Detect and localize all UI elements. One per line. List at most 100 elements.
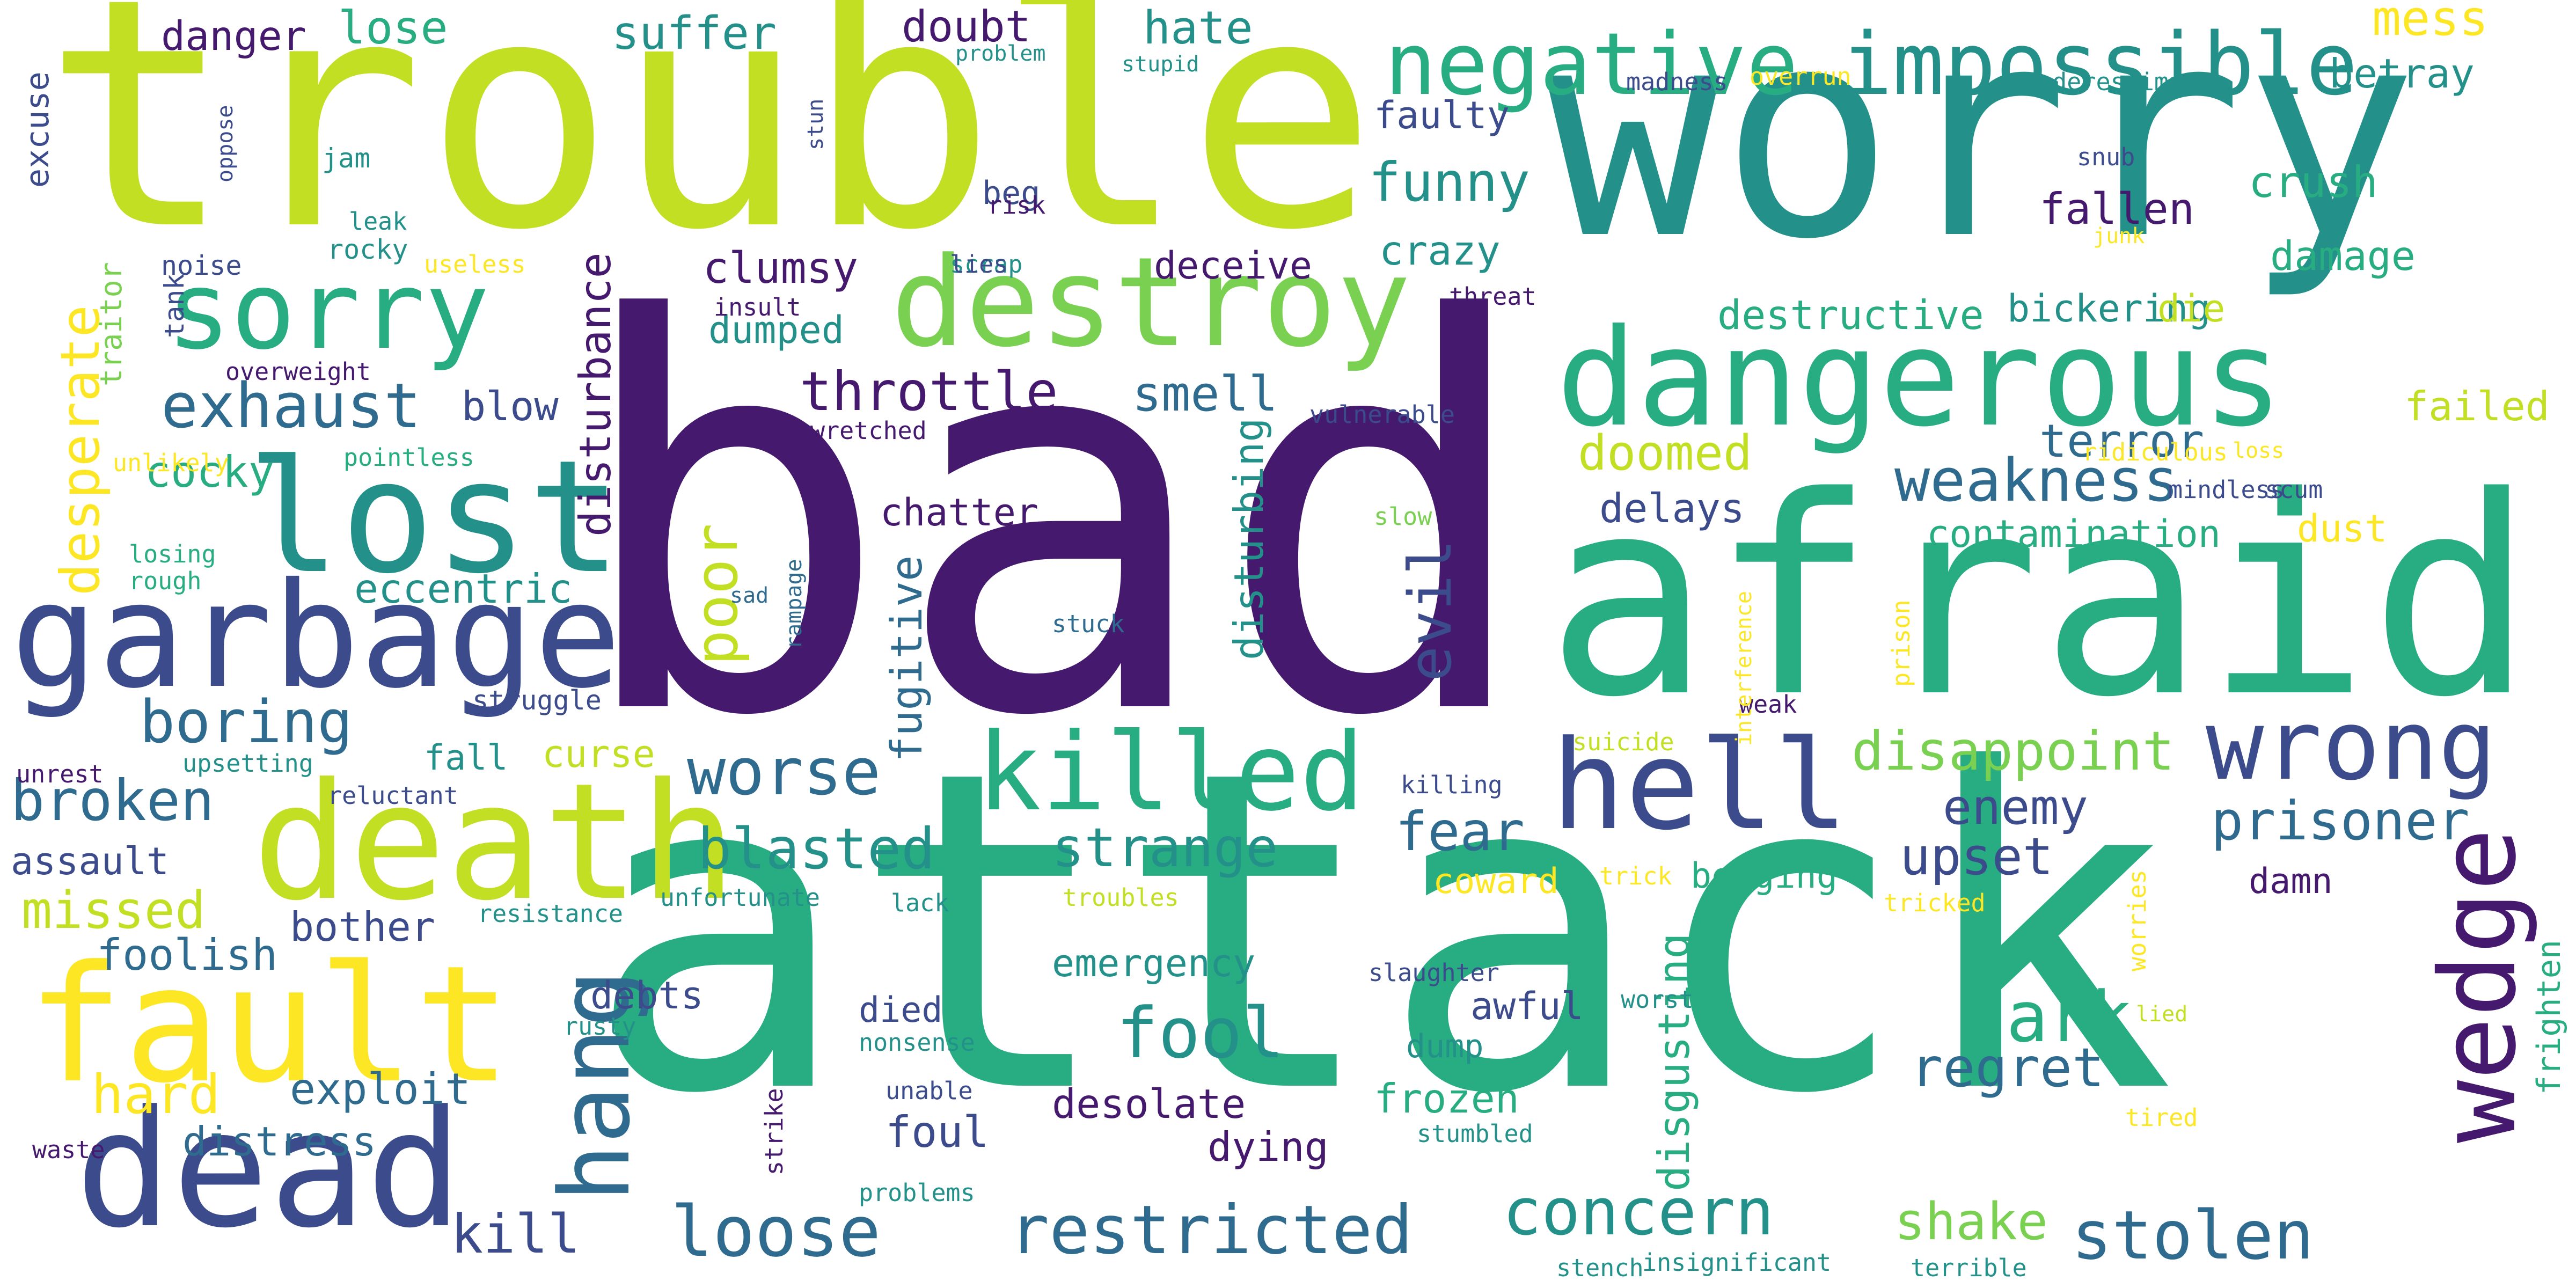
word-stupid: stupid bbox=[1122, 52, 1199, 77]
word-dark: dark bbox=[1964, 976, 2133, 1058]
word-strange: strange bbox=[1052, 816, 1278, 879]
word-problem: problem bbox=[955, 41, 1046, 66]
word-dust: dust bbox=[2297, 507, 2388, 551]
word-worries: worries bbox=[2123, 869, 2151, 971]
word-noise: noise bbox=[161, 250, 242, 281]
word-waste: waste bbox=[32, 1136, 105, 1164]
word-traitor: traitor bbox=[94, 262, 128, 386]
word-hate: hate bbox=[1143, 2, 1253, 55]
word-frozen: frozen bbox=[1374, 1075, 1519, 1122]
word-stun: stun bbox=[803, 98, 828, 150]
word-fool: fool bbox=[1116, 992, 1285, 1074]
word-concern: concern bbox=[1503, 1175, 1774, 1250]
word-jam: jam bbox=[322, 143, 371, 174]
word-failed: failed bbox=[2404, 383, 2550, 430]
word-shake: shake bbox=[1894, 1192, 2048, 1252]
word-insult: insult bbox=[714, 293, 801, 321]
word-killing: killing bbox=[1401, 771, 1503, 799]
word-losing: losing bbox=[129, 540, 216, 568]
word-dumped: dumped bbox=[708, 308, 844, 352]
word-lose: lose bbox=[338, 2, 448, 55]
word-worst: worst bbox=[1621, 985, 1694, 1014]
word-prisoner: prisoner bbox=[2211, 789, 2470, 852]
word-disappoint: disappoint bbox=[1851, 720, 2175, 782]
word-damn: damn bbox=[2249, 861, 2333, 902]
word-overweight: overweight bbox=[225, 357, 371, 386]
word-unfortunate: unfortunate bbox=[660, 883, 821, 912]
word-foul: foul bbox=[885, 1107, 989, 1157]
word-missed: missed bbox=[21, 881, 206, 940]
word-useless: useless bbox=[424, 250, 526, 279]
word-restricted: restricted bbox=[1009, 1191, 1413, 1269]
word-terror: terror bbox=[2039, 415, 2205, 468]
word-contamination: contamination bbox=[1927, 512, 2221, 556]
word-tricked: tricked bbox=[1884, 889, 1986, 917]
word-lost: lost bbox=[247, 427, 622, 608]
word-died: died bbox=[859, 990, 943, 1030]
word-smell: smell bbox=[1132, 366, 1278, 422]
word-betray: betray bbox=[2329, 50, 2475, 97]
word-loose: loose bbox=[671, 1191, 881, 1272]
word-fallen: fallen bbox=[2039, 184, 2194, 234]
word-doubt: doubt bbox=[902, 2, 1031, 52]
word-fear: fear bbox=[1395, 800, 1525, 863]
word-snub: snub bbox=[2077, 143, 2135, 171]
word-tank: tank bbox=[159, 273, 190, 338]
word-danger: danger bbox=[161, 12, 306, 60]
word-throttle: throttle bbox=[800, 360, 1058, 423]
word-scum: scum bbox=[2265, 475, 2323, 504]
word-awful: awful bbox=[1470, 984, 1584, 1028]
word-crazy: crazy bbox=[1379, 227, 1501, 274]
word-coward: coward bbox=[1433, 861, 1559, 902]
word-sad: sad bbox=[730, 583, 769, 608]
word-negative: negative bbox=[1385, 14, 1798, 114]
word-kill: kill bbox=[451, 1203, 580, 1265]
word-slaughter: slaughter bbox=[1368, 958, 1499, 987]
word-rusty: rusty bbox=[564, 1012, 636, 1041]
word-impossible: impossible bbox=[1841, 14, 2358, 114]
word-madness: madness bbox=[1626, 68, 1728, 96]
word-evil: evil bbox=[1396, 539, 1465, 682]
word-worry: worry bbox=[1546, 0, 2418, 303]
word-clumsy: clumsy bbox=[703, 243, 858, 293]
word-tired: tired bbox=[2125, 1103, 2198, 1132]
word-delays: delays bbox=[1599, 485, 1745, 532]
word-vulnerable: vulnerable bbox=[1309, 400, 1455, 429]
word-desolate: desolate bbox=[1052, 1080, 1246, 1128]
word-distress: distress bbox=[182, 1118, 377, 1165]
word-cocky: cocky bbox=[145, 447, 274, 497]
word-bickering: bickering bbox=[2007, 287, 2211, 331]
word-leak: leak bbox=[349, 207, 407, 236]
word-attack: attack bbox=[585, 678, 2175, 1190]
word-rocky: rocky bbox=[327, 234, 408, 265]
word-hell: hell bbox=[1551, 714, 1848, 858]
word-enemy: enemy bbox=[1943, 779, 2088, 836]
word-exploit: exploit bbox=[290, 1064, 471, 1114]
word-faulty: faulty bbox=[1374, 93, 1510, 137]
word-prison: prison bbox=[1887, 599, 1915, 687]
word-weak: weak bbox=[1739, 690, 1797, 719]
word-eccentric: eccentric bbox=[354, 565, 573, 612]
word-struggle: struggle bbox=[472, 685, 602, 716]
word-beg: beg bbox=[982, 174, 1041, 212]
word-wretched: wretched bbox=[810, 416, 927, 445]
word-dump: dump bbox=[1406, 1028, 1484, 1065]
word-destructive: destructive bbox=[1717, 291, 1984, 339]
word-resistance: resistance bbox=[478, 899, 623, 928]
word-lied: lied bbox=[2136, 1002, 2188, 1027]
word-afraid: afraid bbox=[1546, 439, 2535, 757]
word-mindless: mindless bbox=[2168, 475, 2285, 504]
word-bad: bad bbox=[569, 208, 1539, 833]
word-regret: regret bbox=[1911, 1036, 2105, 1099]
word-die: die bbox=[2157, 287, 2226, 331]
word-disturbing: disturbing bbox=[1225, 418, 1272, 660]
word-mess: mess bbox=[2372, 0, 2489, 47]
word-problems: problems bbox=[859, 1179, 975, 1207]
word-disturbance: disturbance bbox=[570, 252, 620, 537]
word-bother: bother bbox=[290, 903, 435, 950]
word-garbage: garbage bbox=[11, 551, 621, 720]
word-frighten: frighten bbox=[2530, 940, 2568, 1095]
word-weakness: weakness bbox=[1894, 446, 2179, 515]
word-damage: damage bbox=[2270, 232, 2416, 280]
word-scrap: scrap bbox=[950, 250, 1023, 279]
